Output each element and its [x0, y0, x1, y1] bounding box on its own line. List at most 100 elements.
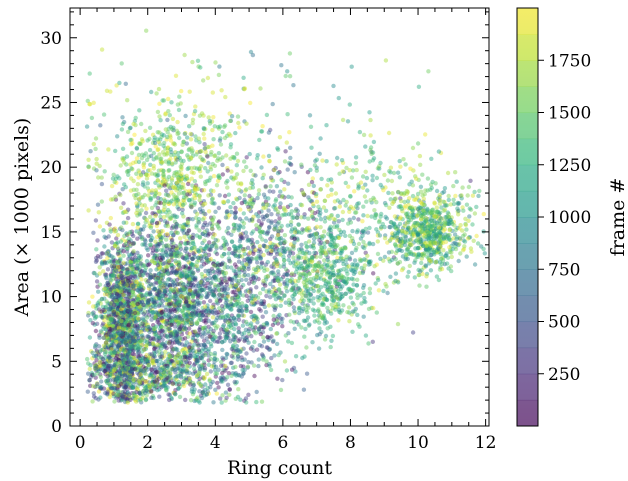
scatter-point: [146, 324, 151, 330]
scatter-point: [239, 234, 244, 240]
scatter-point: [327, 226, 332, 231]
scatter-point: [90, 294, 95, 299]
scatter-point: [321, 205, 327, 210]
scatter-point: [294, 215, 300, 220]
scatter-point: [140, 310, 145, 315]
scatter-point: [94, 247, 99, 252]
scatter-point: [112, 318, 117, 323]
scatter-point: [116, 349, 121, 354]
scatter-point: [135, 366, 140, 372]
scatter-point: [316, 346, 322, 351]
scatter-point: [333, 301, 338, 307]
scatter-point: [242, 257, 247, 263]
scatter-point: [266, 153, 272, 159]
scatter-point: [102, 260, 108, 265]
scatter-point: [124, 209, 129, 214]
scatter-point: [119, 332, 124, 337]
scatter-point: [189, 280, 195, 286]
scatter-point: [220, 347, 225, 353]
scatter-point: [267, 224, 272, 230]
scatter-point: [211, 328, 216, 334]
scatter-point: [131, 396, 136, 401]
scatter-point: [131, 283, 137, 288]
scatter-point: [154, 332, 159, 337]
scatter-point: [244, 121, 249, 126]
scatter-point: [130, 302, 135, 307]
scatter-point: [189, 205, 194, 210]
scatter-point: [108, 344, 114, 350]
scatter-point: [91, 230, 96, 235]
scatter-point: [181, 273, 187, 278]
scatter-point: [375, 251, 381, 257]
scatter-point: [125, 370, 130, 375]
scatter-point: [107, 371, 112, 377]
scatter-point: [125, 246, 130, 252]
scatter-point: [374, 310, 379, 315]
scatter-point: [189, 176, 194, 181]
scatter-point: [126, 395, 132, 400]
scatter-point: [112, 242, 118, 247]
scatter-point: [209, 226, 215, 231]
scatter-point: [135, 288, 140, 293]
scatter-point: [239, 200, 245, 206]
scatter-point: [165, 231, 170, 237]
scatter-point: [239, 277, 244, 283]
scatter-point: [101, 112, 107, 117]
scatter-point: [127, 289, 132, 295]
scatter-point: [114, 331, 119, 337]
scatter-point: [93, 353, 99, 359]
scatter-point: [114, 361, 119, 367]
scatter-point: [102, 309, 107, 314]
scatter-point: [274, 259, 279, 264]
scatter-point: [136, 284, 141, 289]
scatter-point: [177, 264, 182, 269]
scatter-point: [123, 340, 128, 346]
scatter-point: [120, 362, 125, 368]
scatter-point: [150, 258, 155, 264]
scatter-point: [356, 217, 361, 222]
scatter-point: [124, 231, 129, 236]
scatter-point: [217, 298, 223, 303]
scatter-point: [130, 343, 135, 348]
scatter-point: [302, 215, 307, 220]
scatter-point: [247, 218, 252, 223]
scatter-point: [236, 228, 241, 233]
scatter-point: [129, 320, 135, 326]
scatter-point: [242, 269, 247, 274]
scatter-point: [216, 151, 222, 156]
scatter-point: [184, 141, 189, 146]
scatter-point: [238, 363, 244, 369]
scatter-point: [125, 315, 131, 320]
scatter-point: [161, 268, 166, 273]
scatter-point: [108, 215, 114, 221]
scatter-point: [131, 298, 137, 304]
scatter-point: [94, 348, 100, 353]
scatter-point: [157, 191, 162, 197]
scatter-point: [126, 279, 132, 284]
scatter-point: [163, 343, 168, 349]
scatter-point: [152, 298, 157, 304]
scatter-point: [122, 367, 127, 372]
scatter-point: [261, 252, 266, 258]
scatter-point: [216, 205, 222, 211]
scatter-point: [109, 308, 114, 313]
scatter-point: [131, 362, 136, 368]
scatter-point: [136, 253, 141, 259]
scatter-point: [135, 309, 141, 315]
scatter-point: [105, 338, 110, 343]
scatter-point: [131, 335, 136, 340]
scatter-point: [143, 320, 149, 325]
scatter-point: [343, 233, 348, 238]
scatter-point: [272, 307, 277, 313]
scatter-point: [220, 393, 225, 398]
scatter-point: [104, 336, 110, 341]
scatter-point: [189, 262, 194, 267]
scatter-point: [266, 130, 272, 135]
scatter-point: [121, 314, 126, 319]
scatter-point: [118, 239, 124, 244]
scatter-point: [139, 293, 144, 298]
scatter-point: [341, 229, 347, 235]
scatter-point: [175, 250, 180, 255]
scatter-point: [103, 304, 109, 309]
scatter-point: [144, 218, 150, 223]
